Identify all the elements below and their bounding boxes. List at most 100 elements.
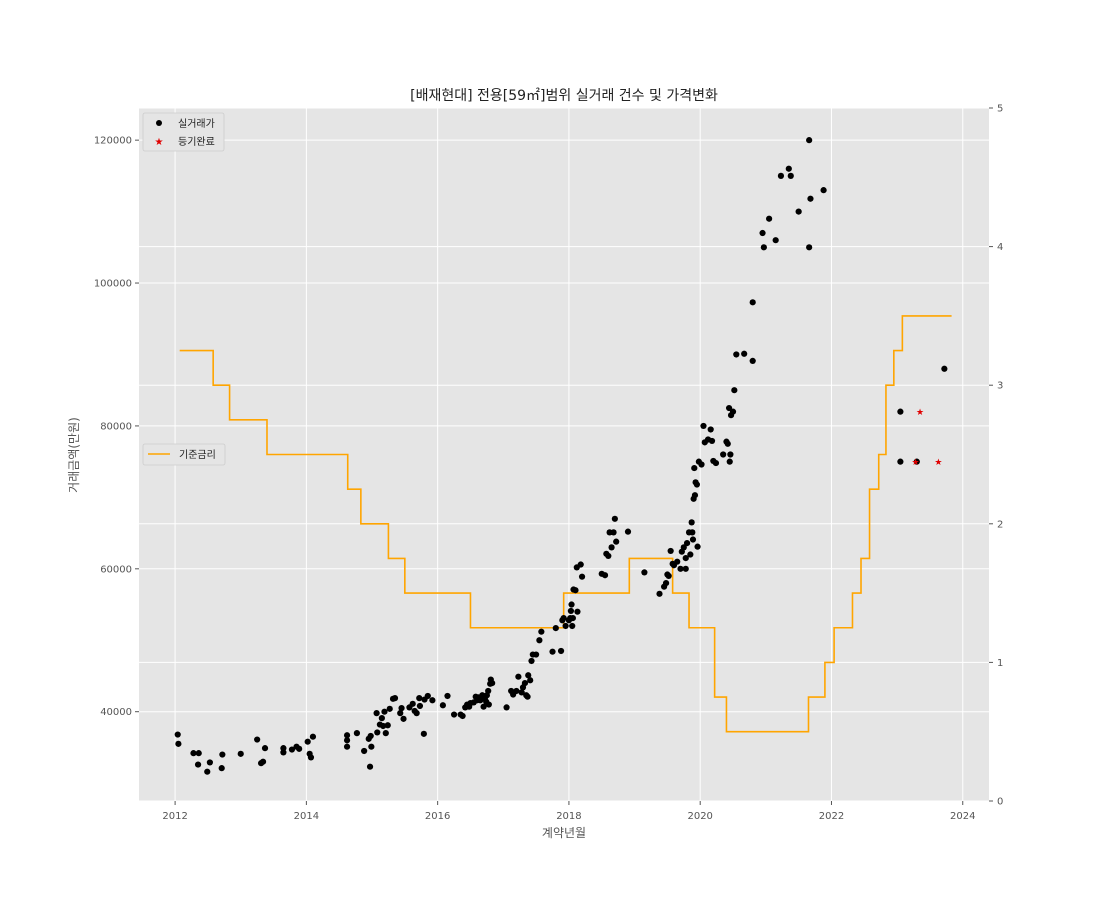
legend-label-registered: 등기완료 xyxy=(178,136,215,148)
x-tick-label: 2020 xyxy=(687,811,712,822)
price-point xyxy=(667,547,674,555)
price-point xyxy=(367,732,374,740)
price-point xyxy=(691,492,699,499)
price-point xyxy=(601,572,609,579)
price-point xyxy=(280,749,287,756)
price-point xyxy=(259,758,267,765)
price-point xyxy=(515,673,522,680)
price-point xyxy=(610,529,617,536)
price-point xyxy=(416,695,423,702)
price-point xyxy=(254,736,261,743)
price-point xyxy=(450,711,458,718)
price-point xyxy=(683,539,691,547)
price-point xyxy=(820,187,827,194)
price-point xyxy=(777,172,785,179)
y2-tick-label: 1 xyxy=(997,658,1003,669)
price-point xyxy=(485,687,492,695)
price-point xyxy=(611,515,618,522)
price-point xyxy=(913,458,920,465)
price-point xyxy=(503,704,510,711)
price-point xyxy=(680,544,687,551)
scatter-points-layer xyxy=(174,137,948,775)
price-point xyxy=(741,350,748,357)
price-point xyxy=(785,165,792,172)
price-point xyxy=(204,768,211,775)
price-point xyxy=(693,481,701,488)
price-point xyxy=(381,708,388,715)
y-axis-ticks: 40000 60000 80000 100000 120000 xyxy=(94,136,139,718)
x-tick-label: 2024 xyxy=(950,811,975,822)
price-point xyxy=(525,672,532,679)
price-point xyxy=(577,561,584,568)
price-point xyxy=(206,759,213,766)
price-point xyxy=(760,244,767,251)
price-point xyxy=(733,351,740,358)
price-point xyxy=(296,745,303,752)
price-point xyxy=(219,751,226,758)
price-point xyxy=(521,680,529,687)
price-point xyxy=(682,554,689,562)
price-point xyxy=(656,590,663,597)
x-tick-label: 2012 xyxy=(162,811,187,822)
x-tick-label: 2014 xyxy=(294,811,319,822)
price-point xyxy=(700,422,707,430)
price-point xyxy=(218,765,225,772)
y-tick-label: 60000 xyxy=(100,564,132,575)
price-point xyxy=(489,680,496,687)
y-tick-label: 80000 xyxy=(100,421,132,432)
price-point xyxy=(665,572,672,580)
price-point xyxy=(384,722,391,729)
y2-tick-label: 5 xyxy=(997,104,1003,115)
price-point xyxy=(694,543,701,550)
y-tick-label: 100000 xyxy=(94,279,132,290)
x-tick-label: 2022 xyxy=(819,811,844,822)
price-point xyxy=(459,712,466,720)
legend-label-rate: 기준금리 xyxy=(179,449,216,461)
legend-marker-circle xyxy=(156,120,162,126)
price-point xyxy=(691,464,698,472)
y2-tick-label: 0 xyxy=(997,797,1003,808)
price-point xyxy=(749,299,756,306)
price-point xyxy=(731,387,738,394)
price-point xyxy=(307,754,315,761)
price-point xyxy=(729,408,737,415)
price-point xyxy=(420,730,427,737)
price-point xyxy=(569,622,576,630)
price-point xyxy=(174,731,181,738)
price-point xyxy=(897,458,904,465)
legend-price: 실거래가 ★ 등기완료 xyxy=(142,112,225,152)
price-point xyxy=(662,579,670,587)
price-point xyxy=(725,404,733,412)
price-point xyxy=(424,692,431,700)
price-point xyxy=(720,451,727,458)
price-point xyxy=(429,697,436,704)
price-point xyxy=(677,565,684,572)
price-point xyxy=(897,408,904,415)
registered-point: ★ xyxy=(934,458,942,468)
price-point xyxy=(807,195,814,202)
price-point xyxy=(567,607,574,615)
price-point xyxy=(528,657,535,665)
price-point xyxy=(304,738,311,745)
price-point xyxy=(749,357,756,365)
price-point xyxy=(518,689,525,696)
price-point xyxy=(524,693,531,700)
x-axis-label: 계약년월 xyxy=(542,825,586,840)
x-tick-label: 2018 xyxy=(556,811,581,822)
y2-axis-ticks: 0 1 2 3 4 5 xyxy=(989,104,1003,808)
price-point xyxy=(195,750,202,757)
price-point xyxy=(787,172,794,179)
price-point xyxy=(578,573,586,580)
rate-step-line xyxy=(179,315,952,733)
price-point xyxy=(309,733,317,740)
price-point xyxy=(569,615,576,622)
price-point xyxy=(766,215,773,222)
registered-point: ★ xyxy=(911,458,919,468)
price-point xyxy=(689,529,696,536)
price-point xyxy=(397,710,404,717)
price-point xyxy=(689,536,697,543)
price-point xyxy=(682,565,689,572)
price-point xyxy=(806,244,813,251)
